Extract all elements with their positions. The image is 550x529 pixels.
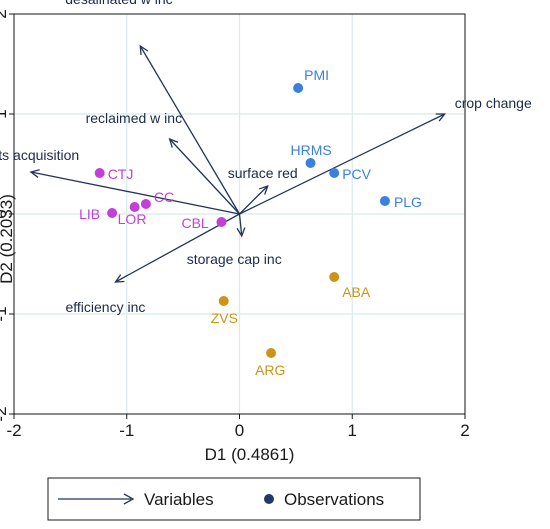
observation-label: ZVS (211, 310, 238, 326)
variable-arrow-head (29, 169, 40, 178)
variable-arrow (139, 45, 241, 215)
y-tick-label: -1 (0, 306, 10, 321)
legend-label-variables: Variables (144, 490, 214, 509)
variable-arrow (238, 213, 243, 237)
legend-label-observations: Observations (284, 490, 384, 509)
legend-dot-marker (264, 494, 274, 504)
observation-point (329, 168, 340, 178)
variable-arrows: desalinated w inc reclaimed w inc w rights… (0, 0, 532, 315)
y-tick-label: 0 (0, 209, 10, 218)
variable-label: reclaimed w inc (86, 110, 182, 126)
x-tick-label: -1 (119, 421, 134, 440)
y-axis-title: D2 (0.2033) (0, 194, 16, 284)
variable-label: storage cap inc (187, 251, 282, 267)
variable-arrow-head (114, 274, 125, 283)
variable-arrow (30, 171, 240, 215)
x-tick-label: 2 (460, 421, 469, 440)
variable-arrow (239, 113, 445, 215)
variable-label: desalinated w inc (65, 0, 172, 7)
observation-label: CTJ (108, 166, 134, 182)
observation-label: PMI (304, 67, 329, 83)
observation-label: PLG (394, 194, 422, 210)
legend: Variables Observations (47, 477, 421, 521)
observation-label: HRMS (291, 142, 332, 158)
observation-label: ARG (255, 362, 285, 378)
observation-point (218, 296, 229, 306)
observation-label: ABA (342, 284, 371, 300)
legend-arrow-head (123, 493, 135, 505)
observation-point (94, 168, 105, 178)
variable-arrow (169, 138, 240, 215)
variable-arrow-head (168, 137, 179, 148)
y-tick-label: 2 (0, 9, 10, 18)
observation-points: PMI HRMS PCV PLG CTJ CC LOR LIB CBL ABA ZVS ARG (79, 67, 422, 378)
observation-point (305, 158, 316, 168)
x-tick-label: 1 (348, 421, 357, 440)
variable-arrow-head (236, 227, 246, 238)
y-tick-label: -2 (0, 406, 10, 421)
variable-arrow-head (435, 113, 447, 122)
x-axis-title: D1 (0.4861) (205, 445, 295, 464)
x-tick-label: -2 (6, 421, 21, 440)
variable-arrow-head (258, 184, 269, 195)
variable-label: surface red (228, 165, 298, 181)
variable-label: w rights acquisition (0, 147, 79, 163)
observation-point (266, 348, 277, 358)
variable-arrow-head (139, 44, 149, 56)
x-tick-label: 0 (235, 421, 244, 440)
observation-label: LOR (118, 211, 147, 227)
observation-label: CBL (181, 215, 208, 231)
observation-point (216, 217, 227, 227)
observation-point (329, 272, 340, 282)
variable-label: efficiency inc (65, 299, 145, 315)
variable-arrow (239, 185, 269, 215)
axis-ticks: -2-2 -1 -1 0 0 1 1 2 2 (0, 9, 470, 440)
observation-label: LIB (79, 206, 100, 222)
observation-point (107, 208, 118, 218)
observation-point (293, 83, 304, 93)
observation-label: PCV (342, 166, 371, 182)
variable-label: crop change (455, 95, 532, 111)
observation-point (379, 196, 390, 206)
observation-point (129, 202, 140, 212)
observation-point (140, 199, 151, 209)
observation-label: CC (154, 189, 174, 205)
y-tick-label: 1 (0, 109, 10, 118)
